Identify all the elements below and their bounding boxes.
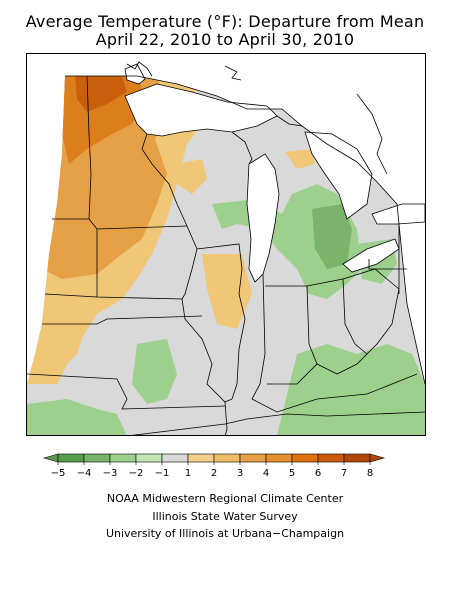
legend-swatch	[317, 453, 345, 463]
legend-tick-label: 8	[367, 468, 373, 479]
region-outline	[65, 75, 425, 385]
legend-swatch	[213, 453, 241, 463]
lake-ontario	[371, 203, 425, 225]
warm-anomaly-region	[37, 299, 87, 384]
credit-uiuc: University of Illinois at Urbana−Champai…	[105, 527, 345, 540]
state-borders	[27, 75, 425, 435]
cool-anomaly-region	[312, 204, 352, 269]
credit-noaa: NOAA Midwestern Regional Climate Center	[106, 492, 344, 505]
lake-huron	[304, 131, 373, 220]
credit-isws: Illinois State Water Survey	[152, 510, 298, 523]
cool-anomaly-region	[277, 344, 425, 435]
legend-swatch	[187, 453, 215, 463]
legend-swatch	[109, 453, 137, 463]
legend-tick-label: −2	[129, 468, 144, 479]
legend-tick-label: 3	[237, 468, 243, 479]
lake-superior	[124, 83, 278, 137]
canada-coast	[126, 61, 388, 175]
legend-tick-label: 7	[341, 468, 347, 479]
legend-arrow-high	[369, 453, 386, 463]
map-title: Average Temperature (°F): Departure from…	[25, 12, 425, 31]
legend-tick-label: −5	[51, 468, 66, 479]
legend-tick-label: 4	[263, 468, 269, 479]
legend-tick-label: −4	[77, 468, 92, 479]
warm-anomaly-region	[202, 254, 252, 329]
legend-swatch	[161, 453, 189, 463]
legend-swatch	[239, 453, 267, 463]
cool-anomaly-region	[27, 399, 127, 435]
legend-swatch	[291, 453, 319, 463]
color-scale-legend: −5 −4 −3 −2 −1 1 2 3 4 5 6 7 8	[42, 453, 386, 479]
legend-tick-label: 1	[185, 468, 191, 479]
warm-anomaly-region	[285, 149, 315, 169]
lake-winnipeg	[124, 63, 146, 85]
warm-anomaly-region	[177, 159, 207, 194]
legend-tick-label: −1	[155, 468, 170, 479]
great-lakes	[124, 63, 425, 283]
legend-arrow-low	[42, 453, 59, 463]
legend-swatch	[135, 453, 163, 463]
legend-swatch	[265, 453, 293, 463]
legend-tick-label: 6	[315, 468, 321, 479]
legend-swatch	[57, 453, 85, 463]
map-date-range: April 22, 2010 to April 30, 2010	[95, 30, 355, 49]
temperature-departure-map	[26, 53, 426, 436]
cool-anomaly-region	[132, 339, 177, 404]
legend-swatch	[343, 453, 371, 463]
lake-michigan	[246, 153, 280, 283]
map-svg	[27, 61, 425, 435]
legend-tick-label: −3	[103, 468, 118, 479]
legend-tick-label: 2	[211, 468, 217, 479]
legend-swatch	[83, 453, 111, 463]
legend-tick-label: 5	[289, 468, 295, 479]
